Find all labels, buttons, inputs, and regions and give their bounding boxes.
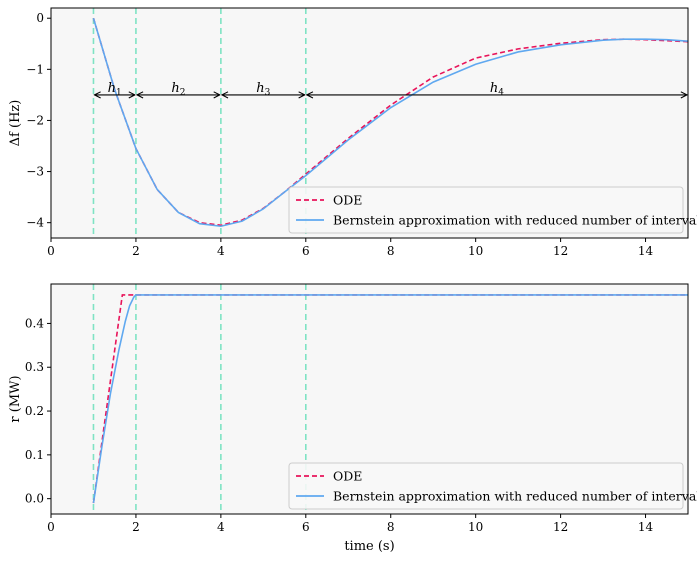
- y-tick-label: 0: [36, 11, 44, 25]
- y-axis-label: r (MW): [8, 375, 23, 422]
- axes-frame: [50, 283, 689, 515]
- y-tick-label: 0.4: [25, 316, 44, 330]
- x-tick-label: 6: [302, 520, 310, 534]
- legend-label: Bernstein approximation with reduced num…: [333, 213, 697, 228]
- legend: ODE Bernstein approximation with reduced …: [288, 462, 697, 510]
- x-tick-label: 12: [553, 520, 568, 534]
- x-tick-label: 2: [132, 520, 140, 534]
- chart-panel-1: h1 h2 h3 h4 0 2 4 6 8 10 12 14 0 −1 −2 −3 −4 Δf (Hz) ODE Be…: [8, 7, 697, 258]
- interval-label-h4: h4: [490, 81, 504, 98]
- series-line-bernstein: [92, 17, 688, 228]
- axes-frame: [50, 7, 689, 239]
- y-tick-label: 0.2: [25, 404, 44, 418]
- x-tick-label: 10: [468, 244, 483, 258]
- legend-label: ODE: [333, 469, 362, 484]
- y-tick-label: −1: [26, 62, 44, 76]
- legend-label: ODE: [333, 193, 362, 208]
- x-tick-label: 14: [638, 244, 654, 258]
- legend-label: Bernstein approximation with reduced num…: [333, 489, 697, 504]
- interval-label-h2: h2: [171, 81, 185, 98]
- series-line-bernstein: [92, 294, 688, 504]
- interval-label-h1: h1: [108, 81, 122, 98]
- chart-panel-2: 0 2 4 6 8 10 12 14 0.0 0.1 0.2 0.3 0.4 r (MW) time (s)…: [8, 283, 697, 554]
- x-tick-label: 8: [387, 520, 395, 534]
- x-tick-label: 0: [47, 244, 55, 258]
- y-tick-label: −2: [26, 113, 44, 127]
- x-tick-label: 8: [387, 244, 395, 258]
- x-tick-label: 4: [217, 520, 225, 534]
- x-tick-label: 12: [553, 244, 568, 258]
- legend-box: [288, 462, 684, 510]
- legend: ODE Bernstein approximation with reduced …: [288, 186, 697, 234]
- x-axis-label: time (s): [344, 539, 394, 554]
- y-tick-label: 0.1: [25, 448, 44, 462]
- x-tick-label: 2: [132, 244, 140, 258]
- x-tick-label: 10: [468, 520, 483, 534]
- y-tick-label: −3: [26, 165, 44, 179]
- x-tick-label: 6: [302, 244, 310, 258]
- legend-box: [288, 186, 684, 234]
- x-tick-label: 14: [638, 520, 654, 534]
- y-tick-label: 0.0: [25, 492, 44, 506]
- y-tick-label: 0.3: [25, 360, 44, 374]
- interval-label-h3: h3: [256, 81, 270, 98]
- y-tick-label: −4: [26, 216, 44, 230]
- y-axis-label: Δf (Hz): [8, 100, 23, 147]
- x-tick-label: 4: [217, 244, 225, 258]
- x-tick-label: 0: [47, 520, 55, 534]
